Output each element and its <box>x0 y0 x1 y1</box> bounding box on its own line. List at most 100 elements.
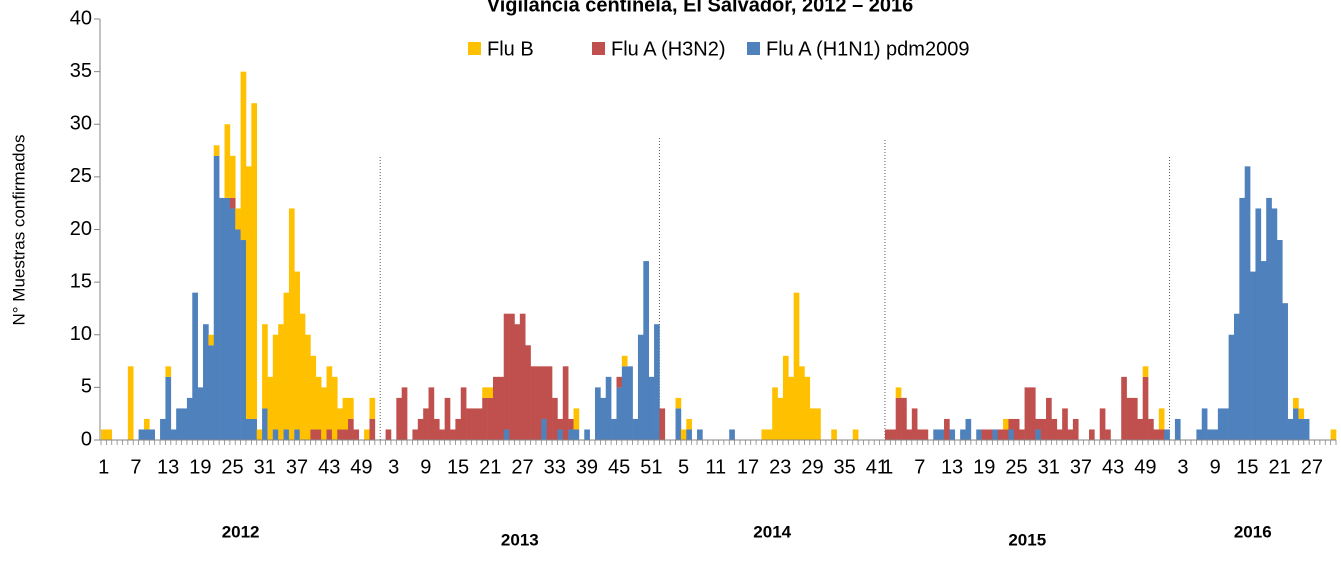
bar-segment <box>1158 408 1165 430</box>
bar-segment <box>976 429 982 440</box>
x-tick-label: 1 <box>98 456 109 478</box>
bar-segment <box>396 397 402 440</box>
bar-segment <box>1217 408 1224 440</box>
bar-segment <box>1067 429 1074 440</box>
x-tick-label: 11 <box>705 456 726 478</box>
x-tick-label: 27 <box>1301 456 1323 478</box>
bar-segment <box>251 103 258 419</box>
x-tick-label: 25 <box>1005 456 1027 478</box>
bar-segment <box>1330 429 1337 440</box>
bar-segment <box>621 355 628 367</box>
bar-segment <box>611 418 617 440</box>
bar-segment <box>482 387 488 398</box>
bar-segment <box>1293 397 1299 409</box>
bar-segment <box>831 429 837 440</box>
bar-segment <box>1298 418 1305 440</box>
bar-segment <box>697 429 703 440</box>
bar-segment <box>278 324 284 440</box>
bar-segment <box>299 313 306 440</box>
bar-segment <box>224 124 231 198</box>
bar-segment <box>627 366 633 440</box>
bar-segment <box>766 429 773 440</box>
bar-segment <box>546 366 553 440</box>
bar-segment <box>595 387 601 440</box>
x-tick-label: 37 <box>1070 456 1092 478</box>
bar-segment <box>143 418 150 430</box>
y-tick-label: 10 <box>70 323 92 345</box>
bar-segment <box>648 376 655 440</box>
bar-segment <box>235 229 241 440</box>
bar-segment <box>1212 429 1219 440</box>
bar-segment <box>229 208 236 440</box>
x-tick-label: 21 <box>1268 456 1290 478</box>
bar-segment <box>1239 197 1246 440</box>
bar-segment <box>160 418 166 440</box>
legend-label: Flu A (H1N1) pdm2009 <box>766 38 969 60</box>
bar-segment <box>573 408 580 430</box>
x-tick-label: 25 <box>221 456 243 478</box>
bar-segment <box>1271 208 1278 440</box>
bar-segment <box>772 387 778 440</box>
x-tick-label: 19 <box>973 456 995 478</box>
bar-segment <box>1003 418 1009 430</box>
bar-segment <box>519 313 526 440</box>
bar-segment <box>1051 418 1058 440</box>
bar-segment <box>127 366 134 440</box>
bar-segment <box>530 366 537 440</box>
bar-segment <box>637 334 644 440</box>
x-tick-label: 3 <box>1177 456 1188 478</box>
bar-segment <box>895 387 902 398</box>
bar-segment <box>1131 397 1138 440</box>
x-tick-label: 35 <box>834 456 856 478</box>
bar-segment <box>471 408 478 440</box>
bar-segment <box>369 418 376 440</box>
x-tick-label: 5 <box>678 456 689 478</box>
bar-segment <box>315 376 322 430</box>
bar-segment <box>1282 303 1288 440</box>
bar-segment <box>986 429 993 440</box>
bar-segment <box>1056 429 1063 440</box>
bar-segment <box>315 429 322 440</box>
bar-segment <box>353 429 360 440</box>
bar-segment <box>1260 261 1267 440</box>
bar-segment <box>492 376 499 440</box>
x-tick-label: 33 <box>544 456 566 478</box>
y-tick-label: 35 <box>70 60 92 82</box>
bar-segment <box>568 418 574 430</box>
x-tick-label: 9 <box>1210 456 1221 478</box>
bar-segment <box>208 334 215 346</box>
bar-segment <box>1040 418 1047 440</box>
bar-segment <box>503 429 510 440</box>
bar-segment <box>466 408 472 440</box>
bar-segment <box>1303 418 1310 440</box>
bar-segment <box>460 387 467 440</box>
bar-segment <box>933 429 939 440</box>
bar-segment <box>1019 429 1025 440</box>
bar-segment <box>1276 240 1283 440</box>
bar-segment <box>541 366 547 419</box>
bar-segment <box>1174 418 1181 440</box>
x-tick-label: 7 <box>914 456 925 478</box>
bar-segment <box>1035 418 1041 430</box>
bar-segment <box>557 429 564 440</box>
bar-segment <box>659 408 666 440</box>
bar-segment <box>901 397 907 440</box>
bar-segment <box>509 313 515 440</box>
legend-swatch <box>468 42 481 55</box>
x-tick-label: 15 <box>447 456 469 478</box>
bar-segment <box>1153 429 1160 440</box>
bar-segment <box>1029 387 1036 440</box>
x-tick-label: 37 <box>286 456 308 478</box>
bar-segment <box>643 261 649 440</box>
x-tick-label: 29 <box>801 456 823 478</box>
bar-segment <box>326 429 333 440</box>
bar-segment <box>1244 166 1251 440</box>
x-tick-label: 13 <box>941 456 963 478</box>
legend-label: Flu B <box>487 38 534 60</box>
bar-segment <box>369 397 376 419</box>
bar-segment <box>1207 429 1213 440</box>
bar-segment <box>815 408 821 440</box>
bar-segment <box>1089 429 1095 440</box>
bar-segment <box>256 429 263 440</box>
